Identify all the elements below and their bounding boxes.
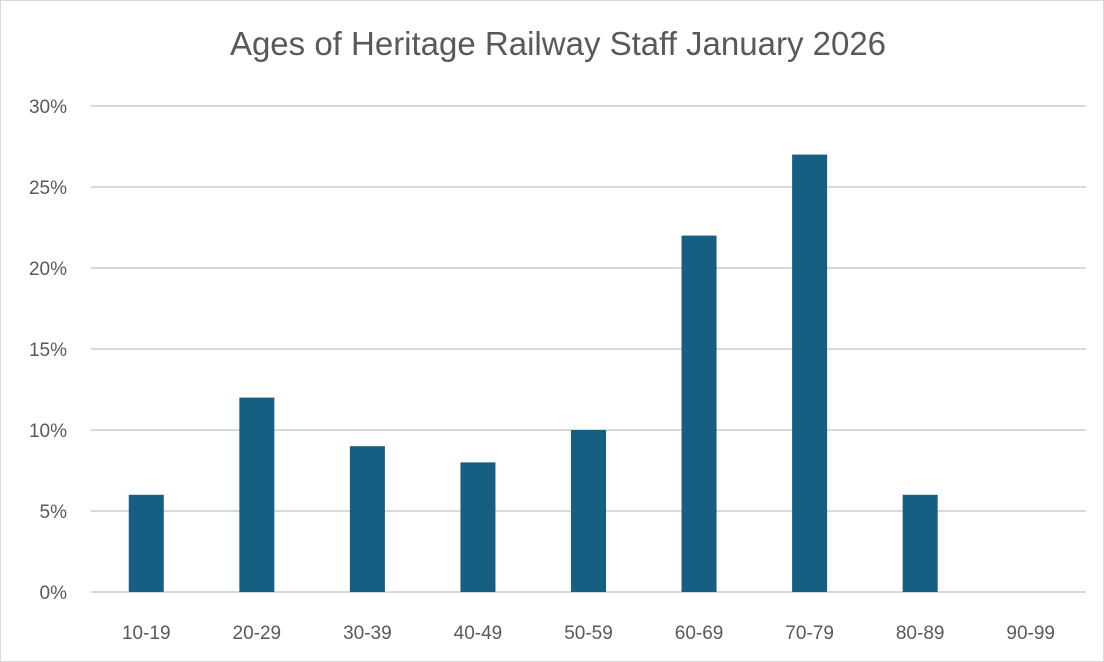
x-axis-ticks: 10-19 20-29 30-39 40-49 50-59 60-69 70-79 80-89… [122, 623, 1055, 644]
x-tick-label: 20-29 [233, 623, 282, 644]
bar-10-19 [128, 494, 164, 592]
bar-80-89 [902, 494, 938, 592]
y-tick-label: 25% [29, 178, 67, 199]
x-tick-label: 90-99 [1006, 623, 1055, 644]
bar-50-59 [571, 430, 606, 592]
x-tick-label: 40-49 [454, 623, 503, 644]
x-tick-label: 70-79 [785, 623, 834, 644]
x-tick-label: 50-59 [564, 623, 613, 644]
x-tick-label: 30-39 [343, 623, 392, 644]
y-tick-label: 0% [40, 583, 68, 604]
bar-40-49 [460, 462, 496, 592]
y-tick-label: 10% [29, 421, 67, 442]
y-tick-label: 5% [40, 502, 68, 523]
x-tick-label: 10-19 [122, 623, 171, 644]
bar-60-69 [681, 235, 717, 592]
y-tick-label: 15% [29, 340, 67, 361]
y-tick-label: 20% [29, 259, 67, 280]
x-tick-label: 60-69 [675, 623, 724, 644]
chart-title: Ages of Heritage Railway Staff January 2… [230, 25, 886, 62]
bars [128, 154, 938, 592]
bar-70-79 [792, 154, 828, 592]
x-tick-label: 80-89 [896, 623, 945, 644]
bar-20-29 [239, 397, 275, 592]
y-tick-label: 30% [29, 97, 67, 118]
bar-30-39 [349, 446, 385, 592]
y-axis-ticks: 0% 5% 10% 15% 20% 25% 30% [29, 97, 67, 604]
